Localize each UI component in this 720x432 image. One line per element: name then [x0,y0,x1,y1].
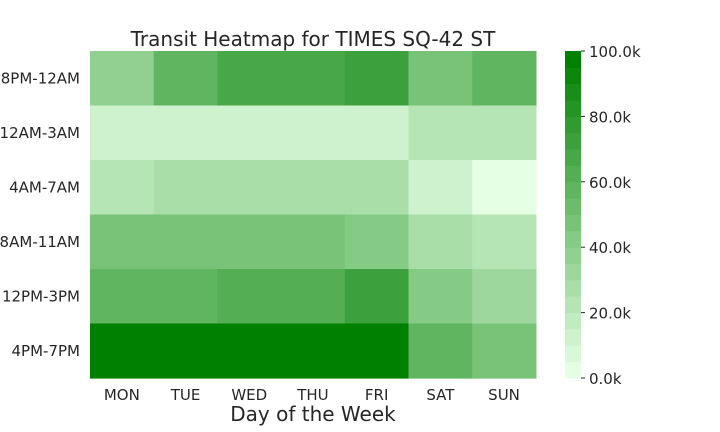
heatmap-cell [472,323,537,379]
colorbar-band [565,328,581,346]
x-tick-label: THU [296,386,328,404]
heatmap-cell [153,214,218,270]
heatmap-cell [408,160,473,216]
heatmap-cell [281,269,346,325]
heatmap-cell [344,269,410,325]
colorbar-band [565,51,581,68]
heatmap-cell [344,105,410,161]
colorbar-band [565,181,581,199]
heatmap-cell [217,323,282,379]
x-tick-label: FRI [365,386,388,404]
heatmap-cells [90,51,537,379]
colorbar [565,51,581,379]
heatmap-cell [472,269,537,325]
y-tick-label: 4AM-7AM [9,178,80,196]
colorbar-band [565,263,581,281]
heatmap-cell [153,160,218,216]
heatmap-cell [408,214,473,270]
heatmap-cell [281,323,346,379]
colorbar-band [565,116,581,134]
colorbar-band [565,67,581,85]
heatmap-cell [217,214,282,270]
heatmap-cell [344,160,410,216]
colorbar-tick-label: 20.0k [589,305,631,323]
colorbar-band [565,296,581,314]
y-tick-label: 12AM-3AM [0,124,80,142]
heatmap-cell [472,105,537,161]
heatmap-cell [90,105,155,161]
heatmap-cell [344,214,410,270]
heatmap-cell [472,214,537,270]
heatmap-cell [90,323,155,379]
y-tick-label: 4PM-7PM [12,342,80,360]
x-tick-labels: MON TUE WED THU FRI SAT SUN [104,386,520,404]
x-tick-label: SUN [488,386,520,404]
colorbar-band [565,345,581,363]
x-tick-label: MON [104,386,140,404]
colorbar-band [565,361,581,379]
y-tick-label: 12PM-3PM [2,287,80,305]
colorbar-tick-label: 40.0k [589,239,631,257]
colorbar-band [565,132,581,150]
x-tick-label: TUE [170,386,201,404]
colorbar-tick-labels: 0.0k 20.0k 40.0k 60.0k 80.0k 100.0k [581,43,641,388]
colorbar-band [565,165,581,183]
heatmap-cell [408,323,473,379]
heatmap-cell [281,160,346,216]
heatmap-cell [344,51,410,107]
heatmap-cell [217,160,282,216]
heatmap-cell [408,51,473,107]
colorbar-band [565,247,581,265]
heatmap-cell [153,105,218,161]
colorbar-band [565,100,581,117]
heatmap-cell [281,51,346,107]
heatmap-cell [90,269,155,325]
heatmap-cell [153,51,218,107]
colorbar-tick-label: 80.0k [589,108,631,126]
heatmap-cell [408,269,473,325]
colorbar-band [565,214,581,232]
colorbar-band [565,198,581,215]
heatmap-cell [153,323,218,379]
heatmap-cell [472,51,537,107]
heatmap-cell [153,269,218,325]
heatmap-cell [217,269,282,325]
colorbar-band [565,312,581,330]
y-tick-label: 8PM-12AM [1,69,80,87]
heatmap-cell [344,323,410,379]
colorbar-tick-label: 0.0k [589,370,622,388]
heatmap-cell [90,214,155,270]
heatmap-cell [281,214,346,270]
heatmap-cell [281,105,346,161]
heatmap-cell [408,105,473,161]
chart-title: Transit Heatmap for TIMES SQ-42 ST [130,27,496,51]
heatmap-cell [472,160,537,216]
heatmap-cell [90,51,155,107]
colorbar-band [565,83,581,101]
heatmap-cell [90,160,155,216]
colorbar-band [565,149,581,166]
colorbar-band [565,230,581,248]
x-tick-label: SAT [426,386,455,404]
y-tick-labels: 8PM-12AM 12AM-3AM 4AM-7AM 8AM-11AM 12PM-3PM 4… [0,69,80,360]
y-tick-label: 8AM-11AM [0,233,80,251]
heatmap-cell [217,105,282,161]
heatmap-cell [217,51,282,107]
colorbar-band [565,279,581,297]
x-tick-label: WED [231,386,267,404]
x-axis-label: Day of the Week [230,402,396,426]
colorbar-tick-label: 100.0k [589,43,641,61]
colorbar-tick-label: 60.0k [589,174,631,192]
